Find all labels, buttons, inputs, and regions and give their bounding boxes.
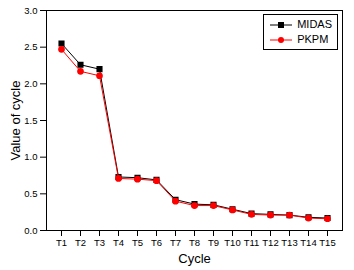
svg-text:T12: T12 [262, 237, 278, 248]
svg-text:T11: T11 [244, 237, 260, 248]
svg-text:3.0: 3.0 [24, 5, 37, 16]
svg-text:T4: T4 [113, 237, 124, 248]
svg-text:T9: T9 [208, 237, 219, 248]
svg-text:T10: T10 [224, 237, 240, 248]
html-text:MIDAS: MIDAS [297, 18, 332, 30]
svg-text:1.0: 1.0 [24, 151, 37, 162]
svg-text:0.0: 0.0 [24, 225, 37, 236]
svg-text:Value of cycle: Value of cycle [8, 81, 23, 161]
svg-text:Cycle: Cycle [178, 251, 211, 266]
svg-text:T5: T5 [132, 237, 143, 248]
svg-text:T15: T15 [319, 237, 335, 248]
svg-text:T3: T3 [94, 237, 105, 248]
svg-text:T2: T2 [75, 237, 86, 248]
svg-text:T6: T6 [151, 237, 162, 248]
svg-text:2.5: 2.5 [24, 41, 37, 52]
svg-text:2.0: 2.0 [24, 78, 37, 89]
svg-text:T13: T13 [281, 237, 297, 248]
svg-text:T8: T8 [189, 237, 200, 248]
svg-text:0.5: 0.5 [24, 188, 37, 199]
svg-text:T7: T7 [170, 237, 181, 248]
svg-text:T1: T1 [56, 237, 67, 248]
svg-text:1.5: 1.5 [24, 115, 37, 126]
svg-text:T14: T14 [300, 237, 316, 248]
html-text:PKPM: PKPM [297, 33, 329, 45]
